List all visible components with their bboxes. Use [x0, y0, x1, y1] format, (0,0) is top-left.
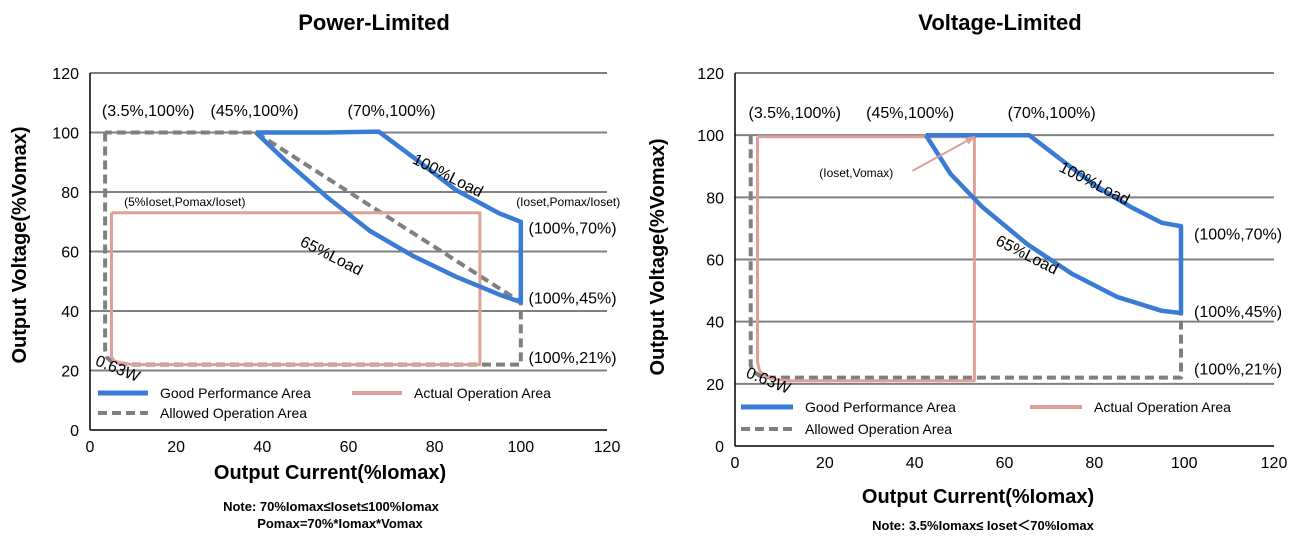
x-tick-label: 40 — [906, 455, 924, 472]
y-tick-label: 100 — [52, 126, 79, 143]
point-annotation: (45%,100%) — [211, 103, 299, 120]
point-annotation: 0.63W — [93, 353, 143, 386]
legend: Good Performance Area Actual Operation Ar… — [741, 399, 1231, 437]
point-annotation: 65%Load — [993, 233, 1061, 279]
legend-label-good: Good Performance Area — [805, 399, 956, 415]
point-annotation: (100%,70%) — [529, 221, 617, 238]
legend-label-actual: Actual Operation Area — [414, 385, 551, 401]
y-tick-label: 0 — [715, 439, 724, 456]
y-tick-label: 0 — [70, 423, 79, 440]
legend-label-good: Good Performance Area — [160, 385, 311, 401]
point-annotation: (70%,100%) — [1008, 105, 1096, 122]
y-tick-label: 60 — [61, 245, 79, 262]
point-annotation: 0.63W — [744, 365, 794, 398]
x-axis-title: Output Current(%Iomax) — [214, 462, 446, 484]
y-tick-label: 40 — [61, 304, 79, 321]
legend-label-allowed: Allowed Operation Area — [805, 421, 952, 437]
x-tick-label: 60 — [996, 455, 1014, 472]
x-tick-label: 80 — [1085, 455, 1103, 472]
x-tick-label: 60 — [340, 439, 358, 456]
x-tick-label: 20 — [816, 455, 834, 472]
point-annotation: (3.5%,100%) — [748, 105, 841, 122]
x-tick-label: 100 — [1171, 455, 1198, 472]
legend-label-actual: Actual Operation Area — [1094, 399, 1231, 415]
x-axis-title: Output Current(%Iomax) — [862, 486, 1094, 508]
series-good-line — [924, 132, 1184, 316]
chart-note: Note: 70%Iomax≤Ioset≤100%Iomax — [223, 499, 440, 514]
point-annotation: (3.5%,100%) — [102, 103, 195, 120]
x-tick-label: 120 — [594, 439, 621, 456]
y-tick-label: 80 — [706, 190, 724, 207]
point-annotation: (100%,70%) — [1194, 226, 1282, 243]
y-tick-label: 40 — [706, 315, 724, 332]
point-annotation: (5%Ioset,Pomax/Ioset) — [124, 195, 245, 209]
series-actual-line — [756, 135, 976, 383]
y-tick-label: 120 — [52, 66, 79, 83]
x-tick-label: 0 — [731, 455, 740, 472]
y-axis-title: Output Voltage(%Vomax) — [9, 126, 31, 363]
point-annotation: (Ioset,Pomax/Ioset) — [516, 195, 620, 209]
x-tick-label: 0 — [86, 439, 95, 456]
point-annotation: (70%,100%) — [348, 103, 436, 120]
ioset-arrow — [911, 135, 976, 172]
x-tick-label: 120 — [1261, 455, 1288, 472]
power-limited-chart: Power-Limited 0 20 40 60 80 100 120 0 20 40 60 80 100… — [9, 10, 620, 531]
point-annotation: (100%,21%) — [529, 350, 617, 367]
chart-title: Voltage-Limited — [918, 10, 1081, 35]
chart-title: Power-Limited — [298, 10, 450, 35]
y-tick-label: 20 — [706, 377, 724, 394]
series-allowed-line — [748, 135, 1183, 380]
x-tick-label: 20 — [167, 439, 185, 456]
voltage-limited-chart: Voltage-Limited 0 20 40 60 80 100 120 0 20 40 60 80 1… — [647, 10, 1287, 533]
legend: Good Performance Area Actual Operation Ar… — [98, 385, 551, 421]
y-tick-label: 100 — [697, 128, 724, 145]
y-tick-label: 60 — [706, 253, 724, 270]
legend-label-allowed: Allowed Operation Area — [160, 405, 307, 421]
point-annotation: 100%Load — [1056, 159, 1132, 209]
x-tick-label: 40 — [253, 439, 271, 456]
point-annotation: (100%,45%) — [1194, 304, 1282, 321]
point-annotation: (Ioset,Vomax) — [819, 166, 893, 180]
chart-note: Note: 3.5%Iomax≤ Ioset＜70%Iomax — [872, 518, 1094, 533]
point-annotation: 65%Load — [297, 233, 365, 279]
series-good-line — [254, 129, 524, 305]
point-annotation: (45%,100%) — [866, 105, 954, 122]
series-actual-line — [110, 211, 482, 367]
point-annotation: 100%Load — [410, 151, 486, 201]
y-tick-label: 80 — [61, 185, 79, 202]
y-tick-label: 20 — [61, 364, 79, 381]
point-annotation: (100%,21%) — [1194, 362, 1282, 379]
x-tick-label: 80 — [426, 439, 444, 456]
x-tick-label: 100 — [507, 439, 534, 456]
point-annotation: (100%,45%) — [529, 291, 617, 308]
chart-note: Pomax=70%*Iomax*Vomax — [257, 516, 423, 531]
y-axis-title: Output Voltage(%Vomax) — [647, 138, 669, 375]
y-tick-label: 120 — [697, 66, 724, 83]
